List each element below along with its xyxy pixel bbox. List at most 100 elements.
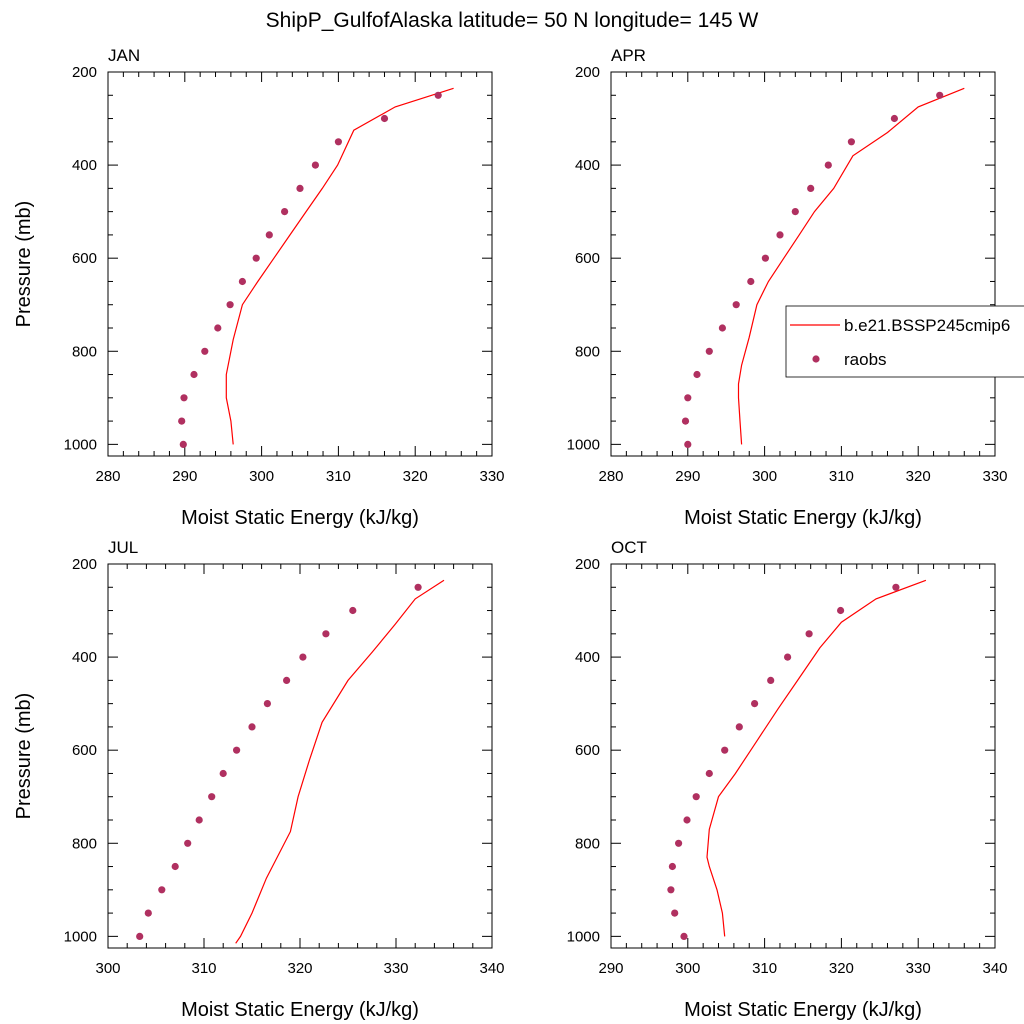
- y-tick-label: 1000: [567, 928, 600, 945]
- x-tick-label: 310: [326, 468, 351, 485]
- raobs-point: [668, 862, 677, 871]
- raobs-point: [296, 184, 304, 192]
- plot-frame: [610, 563, 996, 949]
- y-tick-label: 1000: [567, 436, 600, 453]
- raobs-point: [761, 254, 770, 262]
- x-tick-label: 320: [829, 960, 854, 977]
- plot-frame: [107, 71, 493, 457]
- y-tick-label: 400: [72, 157, 97, 174]
- raobs-point: [219, 769, 227, 778]
- raobs-point: [705, 347, 713, 355]
- raobs-point: [214, 324, 222, 332]
- x-axis-title: Moist Static Energy (kJ/kg): [684, 507, 922, 529]
- raobs-point: [807, 184, 815, 192]
- panel-label: APR: [611, 46, 646, 65]
- raobs-point: [201, 347, 209, 355]
- legend-box: [785, 305, 1024, 378]
- x-tick-label: 320: [287, 960, 312, 977]
- x-tick-label: 340: [479, 960, 504, 977]
- panel-apr: 280 290 300 310 320 330 200 400 600 800 1000 Moist …: [567, 46, 1008, 529]
- raobs-point: [299, 653, 307, 661]
- raobs-point: [158, 886, 166, 894]
- raobs-point: [144, 909, 152, 917]
- y-tick-label: 800: [72, 343, 97, 360]
- raobs-point: [735, 723, 743, 731]
- raobs-point: [667, 886, 675, 894]
- y-tick-label: 600: [72, 742, 97, 759]
- panel-label: JUL: [108, 538, 138, 557]
- x-tick-label: 300: [249, 468, 274, 485]
- x-tick-label: 290: [598, 960, 623, 977]
- raobs-point: [747, 277, 755, 286]
- raobs-point: [684, 440, 692, 448]
- x-tick-label: 300: [752, 468, 777, 485]
- raobs-point: [824, 161, 832, 169]
- raobs-point: [671, 909, 679, 917]
- raobs-point: [675, 839, 683, 847]
- raobs-point: [890, 114, 899, 123]
- x-tick-label: 340: [982, 960, 1007, 977]
- raobs-point: [721, 746, 729, 754]
- legend-obs-swatch: [812, 355, 820, 363]
- raobs-point: [791, 208, 799, 216]
- raobs-point: [136, 932, 144, 941]
- y-tick-label: 200: [72, 64, 97, 81]
- raobs-point: [334, 138, 342, 146]
- raobs-point: [311, 161, 319, 169]
- raobs-point: [751, 700, 759, 708]
- x-tick-label: 310: [752, 960, 777, 977]
- raobs-point: [233, 746, 241, 754]
- raobs-point: [195, 816, 203, 824]
- raobs-point: [248, 723, 256, 731]
- y-axis-title: Pressure (mb): [13, 201, 35, 328]
- y-tick-label: 400: [72, 649, 97, 666]
- x-axis-title: Moist Static Energy (kJ/kg): [181, 507, 419, 529]
- raobs-point: [226, 301, 234, 309]
- main-title: ShipP_GulfofAlaska latitude= 50 N longit…: [266, 9, 759, 32]
- raobs-point: [252, 254, 260, 262]
- raobs-point: [732, 301, 740, 309]
- raobs-point: [349, 606, 357, 615]
- raobs-point: [847, 138, 856, 146]
- raobs-point: [190, 370, 198, 379]
- x-tick-label: 290: [675, 468, 700, 485]
- raobs-point: [936, 91, 944, 99]
- x-axis-title: Moist Static Energy (kJ/kg): [181, 999, 419, 1021]
- raobs-point: [281, 208, 289, 216]
- raobs-point: [805, 630, 813, 638]
- model-line: [706, 579, 927, 937]
- y-tick-label: 800: [72, 835, 97, 852]
- raobs-point: [414, 583, 422, 591]
- plot-frame: [107, 563, 493, 949]
- y-tick-label: 200: [575, 64, 600, 81]
- legend-model-label: b.e21.BSSP245cmip6: [844, 316, 1010, 335]
- x-tick-label: 320: [906, 468, 931, 485]
- x-tick-label: 310: [829, 468, 854, 485]
- panels: 280 290 300 310 320 330 200 400 600 800 1000 Moist …: [13, 46, 1008, 1021]
- raobs-point: [380, 114, 389, 123]
- raobs-point: [283, 676, 291, 685]
- x-tick-label: 330: [383, 960, 408, 977]
- model-line: [235, 579, 445, 944]
- y-tick-label: 1000: [64, 436, 97, 453]
- raobs-point: [179, 440, 187, 448]
- raobs-point: [265, 231, 273, 239]
- model-line: [737, 87, 965, 445]
- y-tick-label: 800: [575, 343, 600, 360]
- x-tick-label: 310: [191, 960, 216, 977]
- raobs-point: [680, 932, 688, 941]
- model-line: [225, 87, 454, 445]
- x-tick-label: 320: [403, 468, 428, 485]
- y-tick-label: 800: [575, 835, 600, 852]
- x-tick-label: 290: [172, 468, 197, 485]
- x-tick-label: 280: [598, 468, 623, 485]
- raobs-point: [784, 653, 792, 661]
- y-tick-label: 600: [72, 250, 97, 267]
- raobs-point: [684, 394, 692, 402]
- legend: b.e21.BSSP245cmip6 raobs: [785, 305, 1024, 378]
- raobs-point: [238, 277, 246, 286]
- raobs-point: [892, 583, 900, 591]
- y-tick-label: 400: [575, 649, 600, 666]
- raobs-point: [837, 606, 845, 615]
- panel-jan: 280 290 300 310 320 330 200 400 600 800 1000 Moist …: [13, 46, 505, 529]
